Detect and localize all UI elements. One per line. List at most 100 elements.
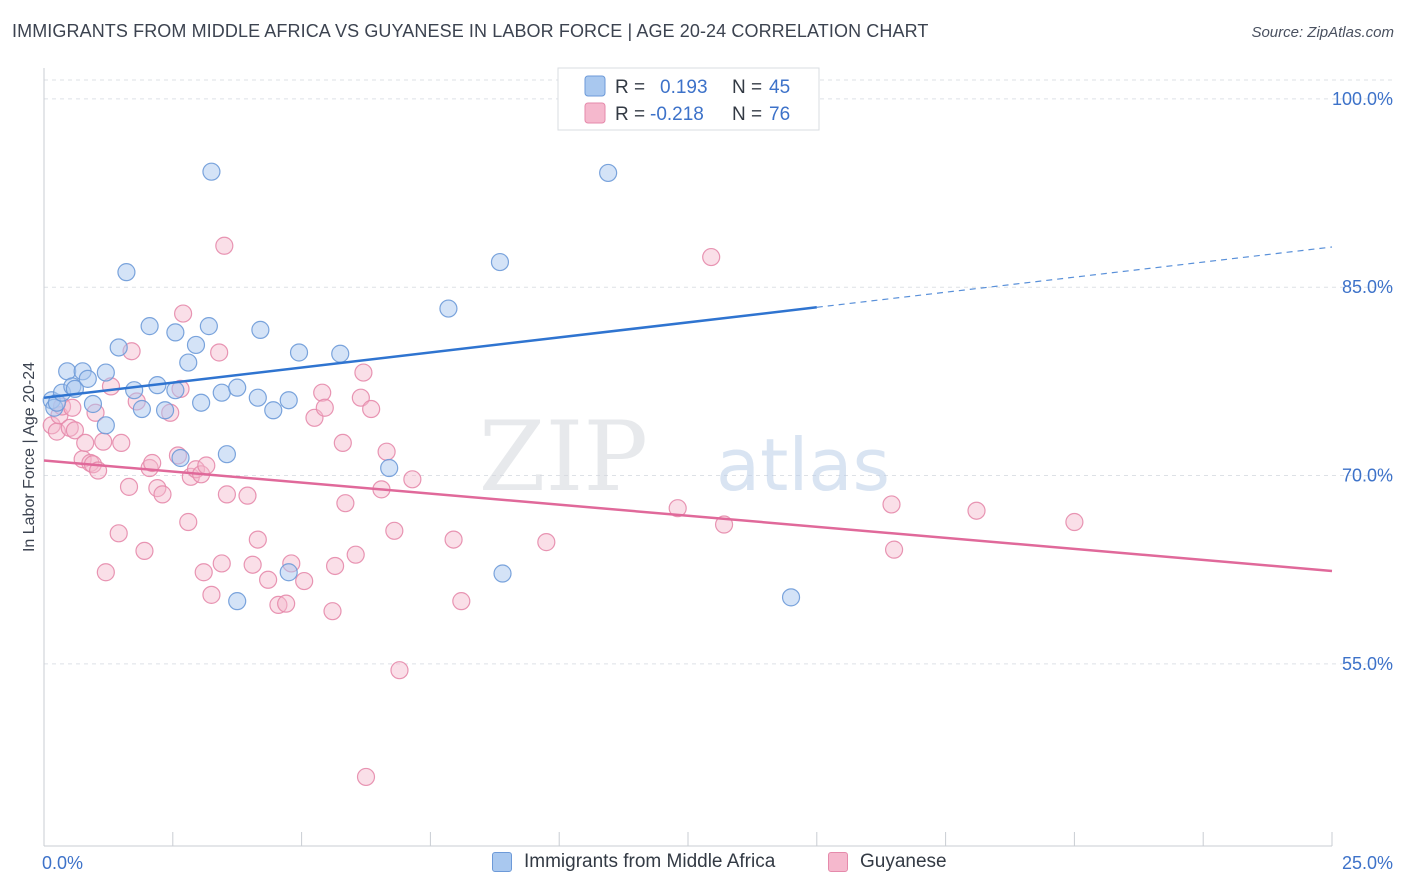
guyanese-point bbox=[444, 530, 463, 549]
middle-africa-point bbox=[279, 563, 298, 582]
middle-africa-point bbox=[248, 388, 267, 407]
guyanese-point bbox=[65, 421, 85, 440]
guyanese-point bbox=[269, 595, 288, 614]
middle-africa-point bbox=[96, 363, 115, 382]
legend-n-value-pink: 76 bbox=[769, 104, 790, 125]
middle-africa-point bbox=[199, 317, 218, 336]
guyanese-point bbox=[153, 485, 172, 504]
chart-title: IMMIGRANTS FROM MIDDLE AFRICA VS GUYANES… bbox=[12, 21, 929, 41]
guyanese-point bbox=[336, 494, 355, 513]
axes bbox=[43, 68, 1332, 847]
middle-africa-point bbox=[380, 458, 399, 478]
source-label: Source: ZipAtlas.com bbox=[1251, 24, 1394, 41]
legend-r-value-blue: 0.193 bbox=[660, 77, 708, 98]
middle-africa-point bbox=[279, 391, 298, 410]
guyanese-point bbox=[112, 433, 131, 453]
guyanese-point bbox=[277, 594, 296, 613]
middle-africa-point bbox=[96, 416, 115, 435]
middle-africa-point bbox=[117, 263, 136, 282]
legend-r-value-pink: -0.218 bbox=[650, 104, 704, 125]
middle-africa-point bbox=[439, 299, 458, 318]
guyanese-point bbox=[109, 524, 128, 543]
guyanese-point bbox=[354, 363, 373, 382]
legend-label-middle-africa: Immigrants from Middle Africa bbox=[524, 851, 776, 872]
trend-line-guyanese bbox=[43, 459, 1333, 573]
middle-africa-point bbox=[166, 323, 185, 342]
guyanese-point bbox=[63, 398, 82, 417]
legend-r-label-pink: R = bbox=[615, 104, 645, 125]
middle-africa-point bbox=[212, 383, 231, 402]
y-tick-label: 55.0% bbox=[1342, 654, 1393, 674]
trend-lines bbox=[43, 246, 1333, 573]
middle-africa-point bbox=[140, 317, 159, 336]
y-tick-labels: 55.0% 70.0% 85.0% 100.0% bbox=[1332, 89, 1393, 674]
legend-label-guyanese: Guyanese bbox=[860, 851, 947, 872]
legend-swatch-blue bbox=[584, 75, 606, 97]
guyanese-point bbox=[197, 456, 216, 475]
guyanese-point bbox=[403, 470, 422, 489]
guyanese-point bbox=[313, 383, 332, 402]
guyanese-point bbox=[323, 602, 342, 621]
trend-line-middle-africa bbox=[43, 306, 817, 399]
legend-swatch-middle-africa bbox=[492, 852, 512, 872]
guyanese-point bbox=[884, 540, 904, 559]
guyanese-point bbox=[96, 563, 115, 582]
legend-r-label-blue: R = bbox=[615, 77, 645, 98]
middle-africa-point bbox=[186, 335, 206, 355]
guyanese-point bbox=[210, 343, 229, 362]
guyanese-point bbox=[76, 433, 95, 453]
middle-africa-point bbox=[331, 344, 350, 363]
guyanese-point bbox=[967, 501, 986, 520]
middle-africa-point bbox=[264, 401, 283, 420]
x-tick-label: 25.0% bbox=[1342, 853, 1393, 873]
guyanese-point bbox=[315, 398, 334, 417]
watermark-atlas: atlas bbox=[716, 423, 890, 507]
guyanese-point bbox=[377, 442, 396, 461]
middle-africa-point bbox=[155, 401, 175, 420]
guyanese-point bbox=[202, 585, 221, 604]
middle-africa-point bbox=[78, 369, 97, 388]
middle-africa-point bbox=[228, 378, 247, 397]
trend-line-middle-africa-extension bbox=[816, 246, 1333, 308]
x-tick-label: 0.0% bbox=[42, 853, 83, 873]
x-tick-labels: 0.0% 25.0% bbox=[42, 832, 1393, 873]
y-tick-label: 100.0% bbox=[1332, 89, 1393, 109]
legend-top: R = 0.193 N = 45 R = -0.218 N = 76 bbox=[557, 67, 820, 131]
middle-africa-point bbox=[781, 588, 801, 607]
guyanese-point bbox=[333, 433, 352, 453]
guyanese-point bbox=[702, 247, 721, 267]
middle-africa-point bbox=[109, 338, 128, 357]
y-axis-label: In Labor Force | Age 20-24 bbox=[21, 362, 38, 552]
middle-africa-point bbox=[192, 393, 211, 412]
middle-africa-point bbox=[125, 381, 144, 400]
guyanese-point bbox=[243, 555, 262, 574]
guyanese-point bbox=[174, 304, 193, 323]
guyanese-point bbox=[119, 477, 139, 496]
guyanese-point bbox=[217, 485, 236, 504]
guyanese-point bbox=[1065, 512, 1084, 532]
watermark: ZIP atlas bbox=[479, 401, 890, 513]
middle-africa-point bbox=[228, 592, 247, 611]
guyanese-point bbox=[135, 541, 154, 561]
legend-swatch-pink bbox=[584, 102, 606, 124]
guyanese-point bbox=[385, 521, 404, 540]
y-tick-label: 85.0% bbox=[1342, 277, 1393, 297]
guyanese-point bbox=[212, 554, 231, 573]
middle-africa-points bbox=[42, 90, 801, 611]
legend-swatch-guyanese bbox=[828, 852, 848, 872]
guyanese-point bbox=[194, 563, 213, 582]
middle-africa-point bbox=[490, 252, 510, 272]
middle-africa-point bbox=[289, 343, 309, 362]
middle-africa-point bbox=[202, 162, 221, 181]
middle-africa-point bbox=[179, 353, 198, 372]
guyanese-point bbox=[60, 418, 79, 437]
guyanese-point bbox=[537, 533, 556, 552]
guyanese-point bbox=[238, 486, 257, 505]
legend-n-value-blue: 45 bbox=[769, 77, 790, 98]
guyanese-point bbox=[351, 388, 370, 407]
guyanese-point bbox=[362, 399, 381, 419]
legend-item-guyanese: Guyanese bbox=[828, 851, 947, 873]
guyanese-point bbox=[215, 236, 234, 255]
guyanese-point bbox=[143, 453, 162, 473]
